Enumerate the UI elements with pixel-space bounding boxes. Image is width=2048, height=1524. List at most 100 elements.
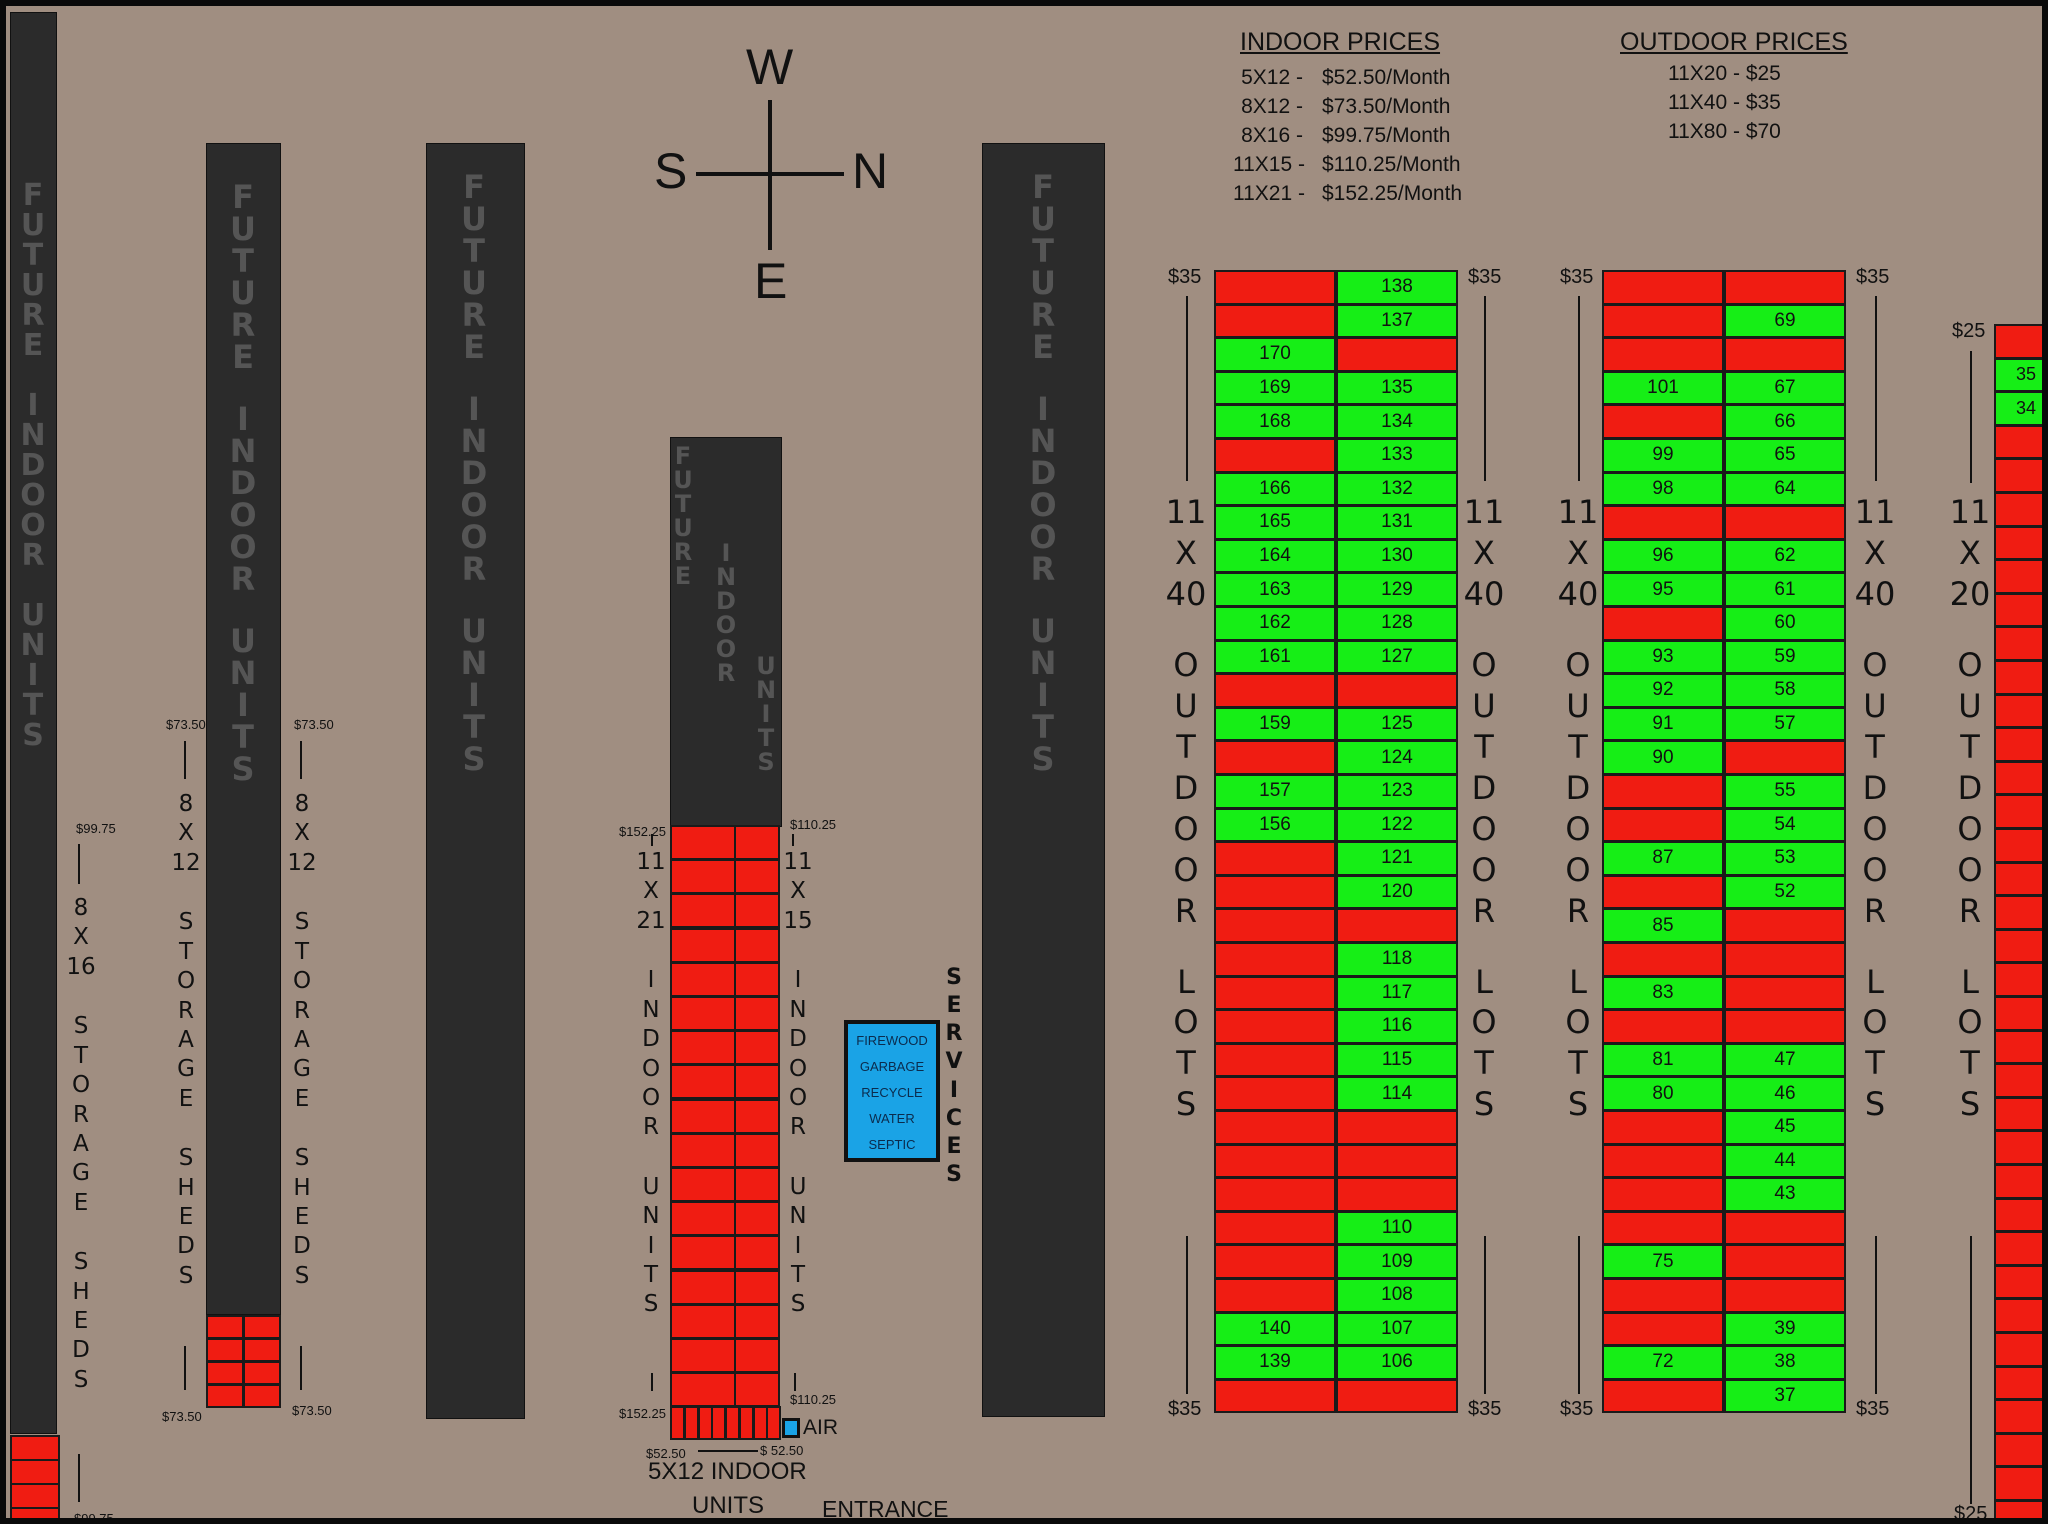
block_a-lot-right[interactable]: 121 — [1336, 841, 1458, 876]
block_a-lot-left[interactable]: 169 — [1214, 370, 1336, 406]
block_b-lot-left[interactable]: 72 — [1602, 1345, 1724, 1380]
block_b-lot-right[interactable]: 58 — [1724, 673, 1846, 708]
block_a-lot-right[interactable]: 114 — [1336, 1076, 1458, 1111]
block_b-lot-right[interactable] — [1724, 942, 1846, 977]
block_a-lot-left[interactable] — [1214, 1076, 1336, 1111]
block_a-lot-right[interactable]: 127 — [1336, 639, 1458, 675]
block-c-lot[interactable] — [1994, 626, 2042, 661]
block_b-lot-right[interactable]: 46 — [1724, 1076, 1846, 1111]
indoor-unit-11x21[interactable] — [670, 825, 736, 860]
block_a-lot-left[interactable]: 139 — [1214, 1345, 1336, 1380]
block_b-lot-right[interactable]: 43 — [1724, 1177, 1846, 1212]
block_a-lot-left[interactable] — [1214, 1378, 1336, 1414]
block-c-lot[interactable] — [1994, 828, 2042, 863]
block_b-lot-right[interactable]: 65 — [1724, 438, 1846, 473]
block_a-lot-right[interactable] — [1336, 673, 1458, 708]
block_b-lot-right[interactable]: 37 — [1724, 1378, 1846, 1414]
block_b-lot-right[interactable]: 53 — [1724, 841, 1846, 876]
block_b-lot-right[interactable]: 44 — [1724, 1143, 1846, 1179]
block_b-lot-left[interactable]: 83 — [1602, 975, 1724, 1011]
block_b-lot-right[interactable] — [1724, 1009, 1846, 1044]
indoor-unit-11x21[interactable] — [670, 1269, 736, 1305]
block_b-lot-left[interactable] — [1602, 303, 1724, 339]
block_b-lot-left[interactable] — [1602, 1210, 1724, 1246]
block-c-lot[interactable] — [1994, 962, 2042, 997]
block_a-lot-right[interactable]: 117 — [1336, 975, 1458, 1011]
shed-unit[interactable] — [243, 1338, 281, 1362]
indoor-unit-11x21[interactable] — [670, 1167, 736, 1202]
block_a-lot-right[interactable]: 138 — [1336, 270, 1458, 305]
block_b-lot-left[interactable] — [1602, 606, 1724, 641]
block_a-lot-left[interactable]: 168 — [1214, 404, 1336, 439]
block_a-lot-left[interactable] — [1214, 438, 1336, 473]
block_b-lot-right[interactable]: 61 — [1724, 572, 1846, 607]
block_b-lot-left[interactable] — [1602, 505, 1724, 540]
block_a-lot-right[interactable]: 110 — [1336, 1210, 1458, 1246]
block_a-lot-left[interactable] — [1214, 740, 1336, 775]
block-c-lot[interactable] — [1994, 727, 2042, 762]
block_a-lot-left[interactable]: 157 — [1214, 774, 1336, 809]
block-c-lot[interactable] — [1994, 492, 2042, 527]
block_b-lot-left[interactable] — [1602, 942, 1724, 977]
block-c-lot[interactable] — [1994, 996, 2042, 1031]
block_a-lot-right[interactable]: 123 — [1336, 774, 1458, 809]
block_a-lot-left[interactable] — [1214, 908, 1336, 943]
block_b-lot-right[interactable] — [1724, 270, 1846, 305]
block_b-lot-left[interactable] — [1602, 1278, 1724, 1313]
indoor-unit-5x12[interactable] — [766, 1406, 782, 1440]
block_a-lot-left[interactable]: 161 — [1214, 639, 1336, 675]
shed-unit[interactable] — [10, 1435, 60, 1461]
block_b-lot-right[interactable] — [1724, 908, 1846, 943]
block-c-lot[interactable] — [1994, 660, 2042, 695]
block_b-lot-left[interactable] — [1602, 1009, 1724, 1044]
indoor-unit-5x12[interactable] — [670, 1406, 685, 1440]
block-c-lot[interactable] — [1994, 1096, 2042, 1132]
indoor-unit-11x15[interactable] — [734, 1338, 780, 1373]
block-c-lot[interactable] — [1994, 424, 2042, 460]
block_b-lot-right[interactable]: 64 — [1724, 471, 1846, 507]
indoor-unit-11x15[interactable] — [734, 996, 780, 1031]
block_b-lot-right[interactable]: 66 — [1724, 404, 1846, 439]
block-c-lot[interactable] — [1994, 1500, 2042, 1518]
block-c-lot[interactable] — [1994, 559, 2042, 594]
block_b-lot-left[interactable] — [1602, 1177, 1724, 1212]
block_b-lot-right[interactable]: 59 — [1724, 639, 1846, 675]
indoor-unit-11x21[interactable] — [670, 927, 736, 963]
shed-unit[interactable] — [206, 1361, 244, 1385]
block_b-lot-left[interactable] — [1602, 404, 1724, 439]
block_b-lot-left[interactable]: 96 — [1602, 538, 1724, 574]
block-c-lot[interactable] — [1994, 1365, 2042, 1401]
indoor-unit-11x15[interactable] — [734, 1372, 780, 1408]
block-c-lot[interactable] — [1994, 693, 2042, 729]
indoor-unit-11x21[interactable] — [670, 1201, 736, 1237]
block_a-lot-right[interactable]: 124 — [1336, 740, 1458, 775]
indoor-unit-5x12[interactable] — [752, 1406, 768, 1440]
block_b-lot-left[interactable]: 98 — [1602, 471, 1724, 507]
indoor-unit-11x15[interactable] — [734, 1201, 780, 1237]
block_a-lot-left[interactable]: 140 — [1214, 1311, 1336, 1347]
block-c-lot[interactable] — [1994, 1264, 2042, 1300]
indoor-unit-11x15[interactable] — [734, 825, 780, 860]
block-c-lot[interactable] — [1994, 1399, 2042, 1434]
block_b-lot-right[interactable]: 57 — [1724, 706, 1846, 742]
block_b-lot-left[interactable] — [1602, 337, 1724, 372]
block-c-lot[interactable] — [1994, 794, 2042, 829]
indoor-unit-11x15[interactable] — [734, 1132, 780, 1168]
block_b-lot-right[interactable]: 60 — [1724, 606, 1846, 641]
block_b-lot-left[interactable]: 92 — [1602, 673, 1724, 708]
block_a-lot-left[interactable]: 163 — [1214, 572, 1336, 607]
indoor-unit-11x15[interactable] — [734, 1030, 780, 1066]
block_a-lot-right[interactable]: 106 — [1336, 1345, 1458, 1380]
indoor-unit-5x12[interactable] — [711, 1406, 727, 1440]
block_a-lot-left[interactable] — [1214, 874, 1336, 910]
block_a-lot-right[interactable]: 134 — [1336, 404, 1458, 439]
block-c-lot[interactable] — [1994, 895, 2042, 930]
indoor-unit-11x15[interactable] — [734, 961, 780, 997]
block_a-lot-left[interactable]: 165 — [1214, 505, 1336, 540]
block_a-lot-right[interactable] — [1336, 1143, 1458, 1179]
block_a-lot-right[interactable]: 116 — [1336, 1009, 1458, 1044]
block_a-lot-left[interactable] — [1214, 673, 1336, 708]
shed-unit[interactable] — [10, 1483, 60, 1509]
block-c-lot[interactable] — [1994, 458, 2042, 493]
block_b-lot-right[interactable]: 62 — [1724, 538, 1846, 574]
